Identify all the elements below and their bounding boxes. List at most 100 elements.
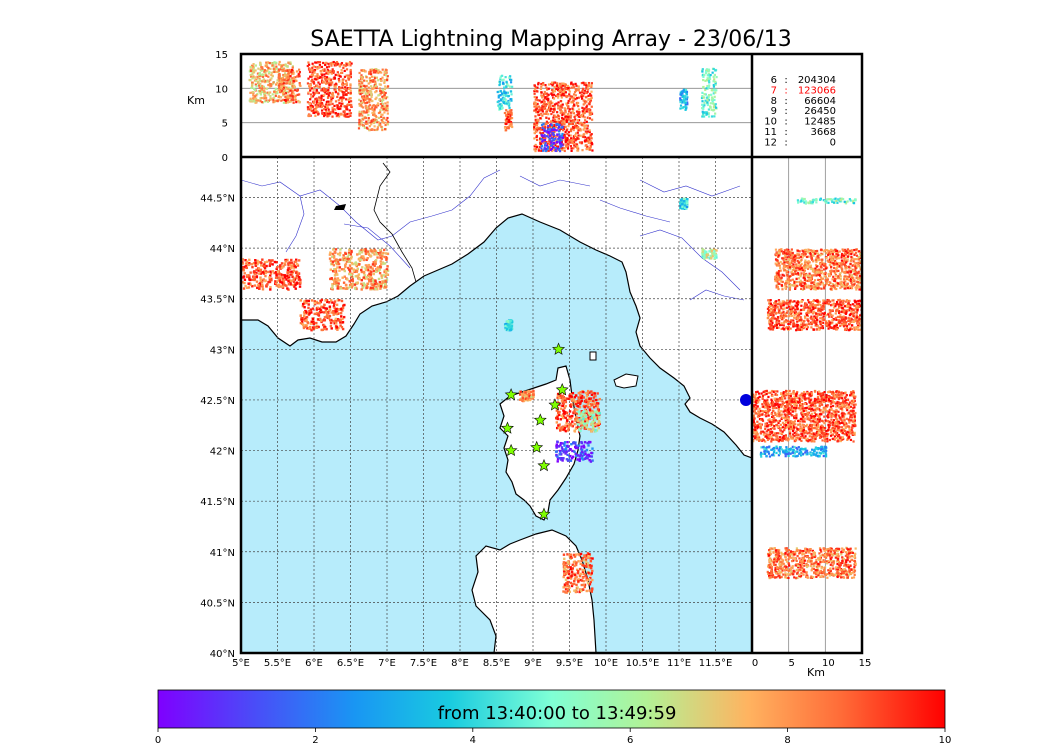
lightning-source	[557, 104, 559, 106]
lightning-source	[312, 327, 314, 329]
lightning-source	[503, 102, 505, 104]
lightning-source	[553, 134, 555, 136]
altitude-cluster	[679, 89, 688, 111]
lightning-source	[323, 94, 325, 96]
lightning-source	[590, 452, 592, 454]
lightning-source	[299, 84, 301, 86]
lightning-source	[269, 263, 271, 265]
lightning-source	[797, 199, 799, 201]
lightning-source	[715, 89, 717, 91]
lightning-source	[562, 417, 564, 419]
map-xtick-label: 6.5°E	[337, 658, 364, 669]
lightning-source	[567, 398, 569, 400]
lightning-source	[544, 91, 546, 93]
lightning-source	[570, 577, 572, 579]
lightning-source	[368, 254, 370, 256]
lightning-source	[338, 270, 340, 272]
lightning-source	[555, 126, 557, 128]
lightning-source	[314, 109, 316, 111]
lightning-source	[582, 411, 584, 413]
lightning-source	[562, 88, 564, 90]
lightning-source	[314, 75, 316, 77]
lightning-source	[553, 97, 555, 99]
lightning-source	[532, 394, 534, 396]
lightning-source	[340, 312, 342, 314]
lightning-source	[537, 113, 539, 115]
lightning-source	[582, 420, 584, 422]
lightning-source	[275, 71, 277, 73]
lightning-source	[269, 68, 271, 70]
lightning-source	[577, 420, 579, 422]
lightning-source	[370, 71, 372, 73]
count-row-value: 123066	[798, 85, 836, 96]
lightning-source	[550, 145, 552, 147]
lightning-source	[555, 147, 557, 149]
lightning-source	[538, 150, 540, 152]
lightning-source	[497, 105, 499, 107]
lightning-source	[599, 398, 601, 400]
lightning-source	[387, 101, 389, 103]
lightning-source	[302, 324, 304, 326]
lightning-source	[369, 104, 371, 106]
lightning-source	[339, 248, 341, 250]
lightning-source	[284, 263, 286, 265]
lightning-source	[702, 79, 704, 81]
lightning-source	[684, 95, 686, 97]
lightning-source	[350, 105, 352, 107]
count-row-value: 12485	[804, 117, 836, 128]
lightning-source	[556, 84, 558, 86]
lightning-source	[591, 447, 593, 449]
lightning-source	[558, 426, 560, 428]
lightning-source	[580, 563, 582, 565]
lightning-source	[325, 72, 327, 74]
lightning-source	[509, 117, 511, 119]
count-row-label: 11	[764, 127, 777, 138]
lightning-source	[279, 78, 281, 80]
lightning-source	[378, 99, 380, 101]
lightning-source	[591, 590, 593, 592]
lightning-source	[328, 301, 330, 303]
lightning-source	[300, 314, 302, 316]
count-row-value: 204304	[798, 75, 836, 86]
lightning-source	[368, 91, 370, 93]
lightning-source	[254, 76, 256, 78]
lightning-source	[273, 68, 275, 70]
lightning-source	[558, 453, 560, 455]
lightning-source	[377, 102, 379, 104]
lightning-source	[297, 94, 299, 96]
lightning-source	[574, 408, 576, 410]
lightning-source	[707, 254, 709, 256]
lightning-source	[305, 311, 307, 313]
lightning-source	[310, 96, 312, 98]
lightning-source	[252, 94, 254, 96]
lightning-source	[380, 285, 382, 287]
lightning-source	[294, 86, 296, 88]
lightning-source	[334, 271, 336, 273]
lightning-source	[568, 573, 570, 575]
lightning-source	[713, 78, 715, 80]
lightning-source	[313, 323, 315, 325]
lightning-source	[598, 427, 600, 429]
lightning-source	[255, 64, 257, 66]
lightning-source	[359, 113, 361, 115]
lightning-source	[596, 402, 598, 404]
lightning-source	[331, 116, 333, 118]
lightning-source	[346, 104, 348, 106]
lightning-source	[586, 449, 588, 451]
lightning-source	[848, 279, 850, 281]
lightning-source	[383, 274, 385, 276]
lightning-source	[279, 90, 281, 92]
lightning-source	[505, 129, 507, 131]
lightning-source	[380, 71, 382, 73]
lightning-source	[348, 254, 350, 256]
lightning-source	[574, 134, 576, 136]
lightning-source	[587, 98, 589, 100]
lightning-source	[579, 394, 581, 396]
lightning-source	[278, 95, 280, 97]
lightning-source	[339, 252, 341, 254]
lightning-source	[580, 422, 582, 424]
lightning-source	[800, 200, 802, 202]
lightning-source	[573, 589, 575, 591]
lightning-source	[345, 98, 347, 100]
